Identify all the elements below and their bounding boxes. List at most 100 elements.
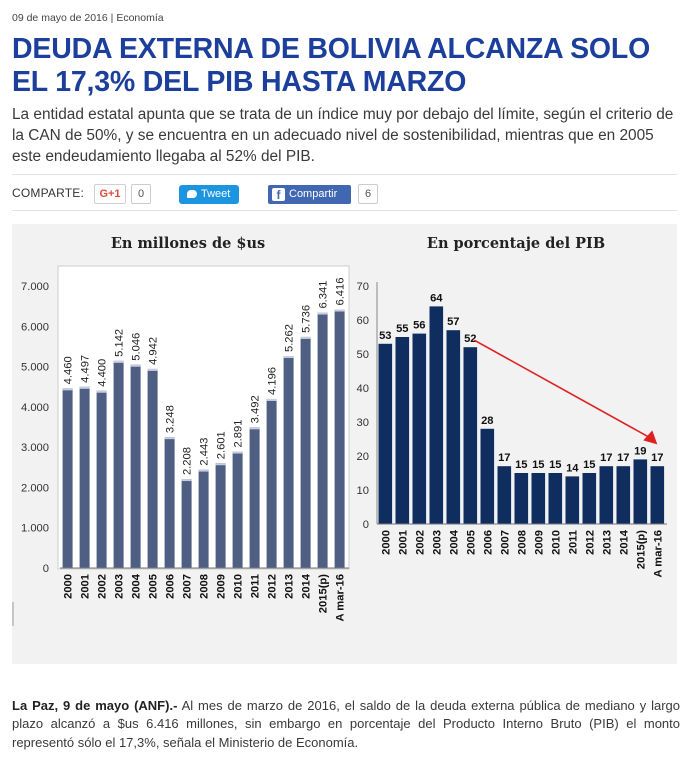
data-label: 17 [600, 452, 612, 464]
y-tick-label: 3.000 [21, 442, 49, 454]
x-tick-label: 2011 [250, 574, 262, 598]
facebook-share-button[interactable]: f Compartir [268, 185, 351, 204]
bar [616, 466, 631, 524]
google-plus-button[interactable]: G+1 [94, 184, 126, 204]
y-tick-label: 5.000 [21, 362, 49, 374]
data-label: 2.443 [199, 438, 211, 466]
bar [147, 368, 158, 568]
tweet-button[interactable]: Tweet [179, 185, 239, 204]
bar [565, 476, 580, 524]
x-tick-label: 2015(p) [635, 530, 647, 569]
data-label: 57 [447, 316, 459, 328]
bar-cap [79, 386, 90, 389]
bar [599, 466, 614, 524]
share-label: COMPARTE: [12, 186, 85, 200]
data-label: 28 [481, 415, 493, 427]
tweet-label: Tweet [201, 188, 231, 200]
bar [300, 336, 311, 568]
data-label: 15 [549, 459, 561, 471]
article-section-link[interactable]: Economía [116, 12, 164, 24]
article-figure: En millones de $us 0 1.000 2.000 3.000 4.000 5… [12, 224, 677, 664]
google-plus-count: 0 [131, 184, 151, 204]
bar [514, 473, 529, 524]
data-label: 3.492 [250, 395, 262, 423]
data-label: 17 [617, 452, 629, 464]
x-tick-label: 2008 [199, 574, 211, 599]
bar [463, 347, 478, 524]
facebook-share-label: Compartir [289, 188, 338, 200]
bar-cap [283, 356, 294, 359]
bar-cap [266, 398, 277, 401]
x-tick-label: 2001 [397, 530, 409, 555]
bar [181, 479, 192, 568]
x-tick-label: 2000 [63, 574, 75, 599]
bar [249, 427, 260, 568]
data-label: 55 [396, 323, 408, 335]
data-label: 4.460 [63, 356, 75, 384]
x-tick-label: 2005 [148, 574, 160, 599]
y-tick-label: 4.000 [21, 402, 49, 414]
bar [650, 466, 665, 524]
data-label: 5.736 [301, 305, 313, 333]
bar [582, 473, 597, 524]
bar [215, 463, 226, 568]
bar-cap [317, 312, 328, 315]
x-tick-label: 2009 [216, 574, 228, 599]
data-label: 52 [464, 333, 476, 345]
bar [130, 364, 141, 568]
data-label: 5.142 [114, 329, 126, 357]
article-body: La Paz, 9 de mayo (ANF).- Al mes de marz… [12, 697, 680, 752]
x-tick-label: 2014 [301, 573, 313, 599]
y-tick-label: 0 [363, 519, 369, 531]
facebook-icon: f [272, 188, 285, 202]
bar [266, 398, 277, 568]
y-tick-label: 10 [357, 485, 369, 497]
x-tick-label: 2000 [380, 530, 392, 555]
y-tick-label: 30 [357, 417, 369, 429]
bar [334, 309, 345, 568]
bar [531, 473, 546, 524]
x-tick-label: 2003 [431, 530, 443, 555]
x-tick-label: 2002 [97, 574, 109, 599]
bar [480, 428, 495, 524]
x-tick-label: 2004 [448, 529, 460, 555]
data-label: 15 [532, 459, 544, 471]
facebook-share-count: 6 [358, 184, 378, 204]
bar-cap [130, 364, 141, 367]
article-date: 09 de mayo de 2016 [12, 12, 108, 24]
x-tick-label: 2010 [550, 530, 562, 555]
bar [395, 337, 410, 524]
bar-cap [62, 388, 73, 391]
bar [497, 466, 512, 524]
article-headline: DEUDA EXTERNA DE BOLIVIA ALCANZA SOLO EL… [12, 33, 651, 98]
x-tick-label: 2002 [414, 530, 426, 555]
x-tick-label: 2006 [165, 574, 177, 599]
x-tick-label: 2013 [284, 574, 296, 599]
bar-cap [215, 463, 226, 466]
x-tick-label: 2003 [114, 574, 126, 599]
y-tick-label: 1.000 [21, 523, 49, 535]
bar [164, 437, 175, 568]
trend-arrow-line [473, 339, 652, 440]
y-tick-label: 0 [43, 563, 49, 575]
y-tick-label: 20 [357, 451, 369, 463]
bar [198, 469, 209, 568]
y-tick-label: 40 [357, 383, 369, 395]
twitter-bird-icon [187, 190, 197, 198]
bar [283, 356, 294, 568]
bar-cap [113, 360, 124, 363]
x-tick-label: 2005 [465, 530, 477, 555]
x-tick-label: A mar-16 [652, 530, 664, 577]
data-label: 64 [430, 292, 443, 304]
x-tick-label: 2012 [584, 530, 596, 555]
bar [429, 306, 444, 524]
x-tick-label: 2004 [131, 573, 143, 599]
chart-right-title: En porcentaje del PIB [427, 235, 605, 252]
meta-separator: | [110, 12, 114, 24]
data-label: 56 [413, 320, 425, 332]
bar [62, 388, 73, 568]
debt-charts: En millones de $us 0 1.000 2.000 3.000 4.000 5… [12, 235, 667, 626]
x-tick-label: 2011 [567, 530, 579, 554]
bar-cap [334, 309, 345, 312]
data-label: 19 [634, 445, 646, 457]
